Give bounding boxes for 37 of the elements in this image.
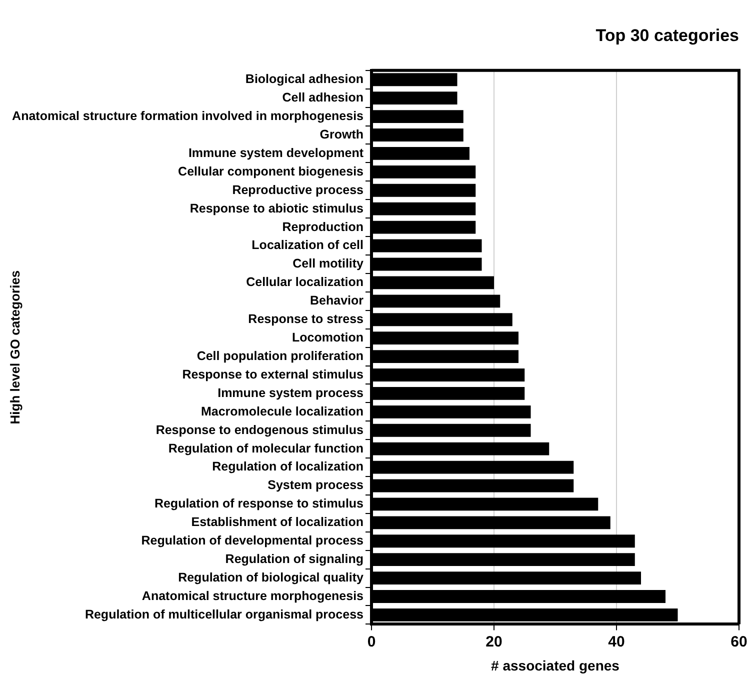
y-tick-label: Reproduction [282, 220, 364, 234]
y-tick-label: Regulation of molecular function [168, 441, 364, 456]
y-tick-label: Regulation of multicellular organismal process [84, 607, 364, 622]
y-tick-label: Response to stress [248, 312, 364, 326]
y-tick-label: Cellular component biogenesis [178, 164, 364, 178]
y-tick-label: Regulation of biological quality [178, 570, 364, 585]
y-tick-label: Regulation of signaling [225, 552, 364, 566]
y-tick-label: Regulation of developmental process [141, 534, 364, 548]
chart-title: Top 30 categories [596, 26, 739, 45]
y-tick-label: Cell population proliferation [196, 348, 364, 363]
y-tick-label: Cellular localization [246, 275, 364, 290]
y-axis-title: High level GO categories [7, 270, 22, 424]
y-tick-label: System process [268, 478, 364, 492]
y-tick-label: Cell adhesion [282, 90, 364, 105]
y-tick-label: Cell motility [292, 256, 364, 271]
y-tick-label: Localization of cell [252, 238, 364, 252]
y-tick-label: Anatomical structure morphogenesis [142, 588, 364, 603]
x-tick-label: 20 [486, 633, 502, 650]
y-tick-label: Response to abiotic stimulus [190, 201, 364, 216]
x-tick-label: 60 [730, 633, 748, 650]
y-tick-label: Reproductive process [232, 182, 364, 197]
y-tick-label: Biological adhesion [245, 72, 364, 86]
y-tick-label: Macromolecule localization [200, 404, 364, 418]
x-tick-label: 0 [367, 633, 376, 650]
y-tick-label: Regulation of localization [212, 460, 364, 474]
y-tick-label: Response to endogenous stimulus [156, 422, 364, 437]
y-tick-label: Regulation of response to stimulus [154, 496, 364, 511]
y-tick-label: Establishment of localization [191, 515, 364, 530]
y-tick-label: Locomotion [292, 330, 364, 345]
y-tick-label: Response to external stimulus [182, 367, 364, 382]
x-axis-title: # associated genes [491, 657, 620, 674]
y-tick-label: Behavior [310, 294, 364, 308]
y-tick-label: Growth [320, 127, 364, 142]
x-tick-label: 40 [608, 633, 625, 650]
y-tick-label: Immune system process [218, 386, 364, 400]
y-tick-label: Immune system development [188, 146, 364, 160]
y-tick-label: Anatomical structure formation involved in morphogenesis [12, 109, 364, 124]
